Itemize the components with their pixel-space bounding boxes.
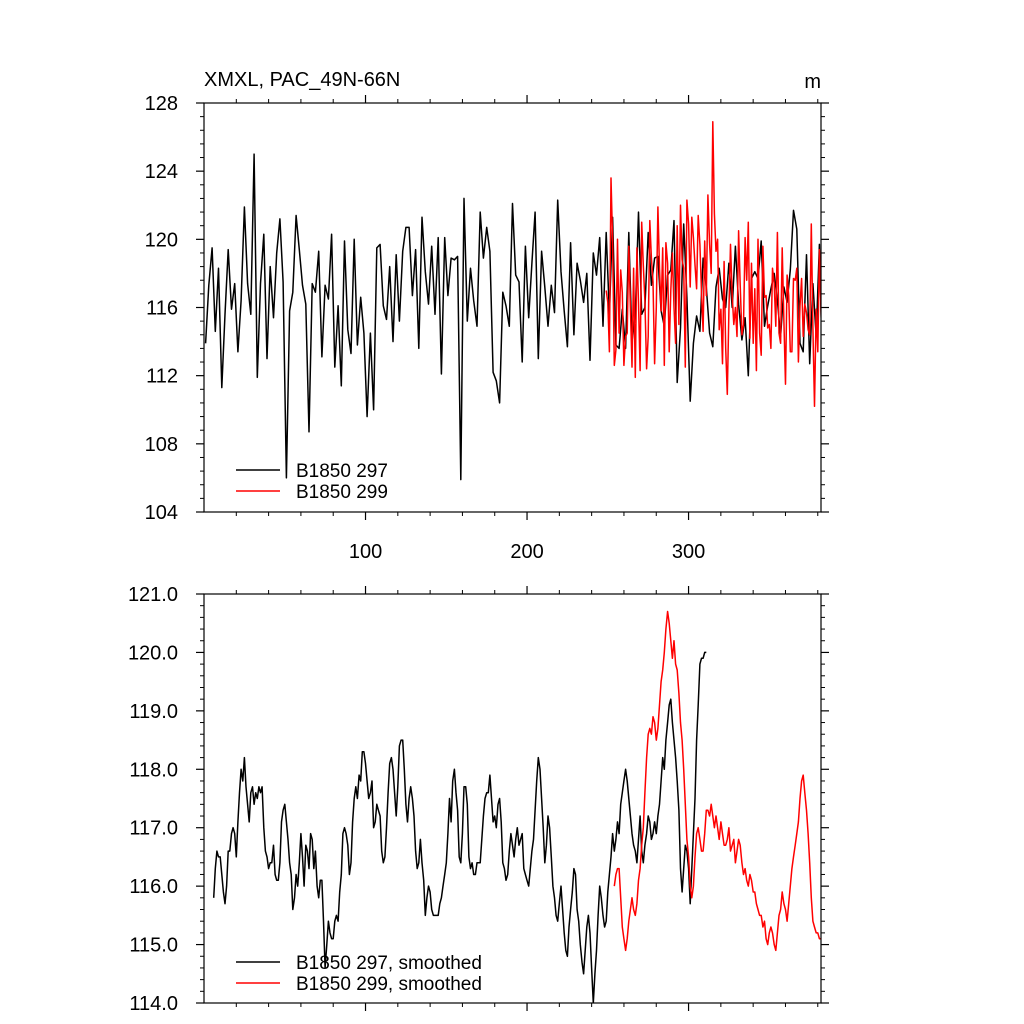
top-y-tick-label: 124 [145, 161, 178, 183]
top-y-tick-label: 108 [145, 434, 178, 456]
top-y-tick-labels: 104 108 112 116 120 124 128 [145, 93, 178, 524]
legend-label-b1850-299-smoothed: B1850 299, smoothed [296, 974, 482, 995]
bottom-plot-frame [203, 593, 822, 1004]
top-legend: B1850 297 B1850 299 [236, 461, 388, 503]
bottom-legend: B1850 297, smoothed B1850 299, smoothed [236, 953, 482, 995]
legend-label-b1850-297-smoothed: B1850 297, smoothed [296, 953, 482, 974]
bottom-panel: 114.0 115.0 116.0 117.0 118.0 119.0 120.0 121.0… [128, 584, 829, 1015]
bottom-y-tick-label: 119.0 [129, 701, 178, 723]
top-series-line-1 [204, 153, 821, 481]
top-x-tick-label: 300 [672, 541, 705, 563]
legend-label-b1850-299: B1850 299 [296, 482, 388, 503]
bottom-y-tick-label: 117.0 [129, 818, 178, 840]
bottom-series-line-2 [613, 610, 821, 952]
top-x-tick-labels: 100 200 300 [349, 541, 705, 563]
bottom-y-tick-label: 116.0 [129, 876, 178, 898]
top-y-tick-label: 112 [146, 366, 178, 388]
bottom-y-tick-label: 120.0 [128, 642, 178, 664]
bottom-axes [196, 586, 829, 1011]
top-x-tick-label: 200 [510, 541, 543, 563]
legend-label-b1850-297: B1850 297 [296, 461, 388, 482]
top-panel-title: XMXL, PAC_49N-66N [204, 69, 400, 91]
top-y-tick-label: 120 [145, 229, 178, 251]
top-y-tick-label: 128 [145, 93, 178, 115]
top-panel-units: m [804, 71, 821, 93]
bottom-y-tick-label: 118.0 [129, 759, 178, 781]
top-y-tick-label: 116 [146, 298, 178, 320]
bottom-y-tick-labels: 114.0 115.0 116.0 117.0 118.0 119.0 120.0 121.0 [128, 584, 178, 1015]
top-y-tick-label: 104 [145, 502, 178, 524]
top-panel: XMXL, PAC_49N-66N m 104 108 112 116 120 124 12… [145, 69, 829, 563]
bottom-y-tick-label: 121.0 [128, 584, 178, 606]
bottom-series-line-1 [212, 651, 707, 1003]
bottom-y-tick-label: 115.0 [129, 935, 178, 957]
bottom-y-tick-label: 114.0 [129, 993, 178, 1015]
top-series-line-2 [605, 120, 821, 408]
top-x-tick-label: 100 [349, 541, 382, 563]
top-axes [196, 95, 829, 520]
